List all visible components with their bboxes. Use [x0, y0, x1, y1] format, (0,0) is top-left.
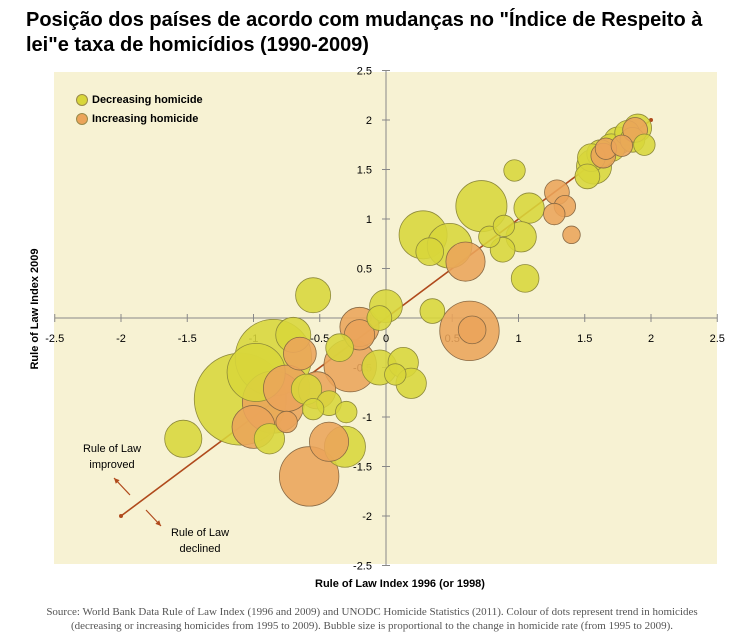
y-tick-label: 2.5	[357, 66, 372, 78]
x-tick-label: 1	[515, 333, 521, 345]
point-decreasing	[335, 400, 358, 424]
point-decreasing	[503, 159, 526, 182]
x-tick-label: -2	[116, 333, 126, 345]
chart-title: Posição dos países de acordo com mudança…	[26, 9, 703, 56]
point-increasing	[457, 315, 487, 345]
legend: Decreasing homicide Increasing homicide	[76, 90, 203, 128]
point-decreasing	[295, 277, 332, 314]
point-decreasing	[492, 214, 516, 238]
point-increasing	[445, 241, 486, 282]
legend-swatch-increasing	[76, 112, 88, 125]
x-tick-label: 0	[383, 333, 389, 345]
point-decreasing	[633, 133, 656, 156]
legend-swatch-decreasing	[76, 93, 88, 106]
annotation-improved: Rule of Law improved	[82, 443, 142, 471]
source-note: Source: World Bank Data Rule of Law Inde…	[46, 606, 698, 632]
improved-arrow-head	[114, 478, 120, 484]
point-decreasing	[419, 298, 446, 324]
point-increasing	[283, 336, 317, 371]
point-decreasing	[384, 363, 407, 386]
declined-arrow-head	[155, 520, 161, 526]
point-decreasing	[301, 397, 325, 421]
x-tick-label: 2.5	[710, 333, 725, 345]
y-axis-label: Rule of Law Index 2009	[29, 248, 41, 370]
scatter-chart: -2.5-2-1.5-1-0.500.511.522.52.521.510.50…	[45, 66, 725, 573]
point-increasing	[543, 202, 566, 226]
point-decreasing	[415, 237, 444, 266]
point-decreasing	[325, 333, 354, 362]
legend-item-increasing: Increasing homicide	[76, 109, 203, 128]
point-decreasing	[366, 305, 393, 331]
x-tick-label: -1.5	[178, 333, 197, 345]
point-decreasing	[164, 419, 203, 458]
point-increasing	[275, 410, 298, 434]
annotation-declined: Rule of Law declined	[170, 527, 230, 555]
legend-item-decreasing: Decreasing homicide	[76, 90, 203, 109]
point-increasing	[562, 225, 581, 245]
y-tick-label: 1.5	[357, 165, 372, 177]
point-decreasing	[513, 192, 545, 224]
point-decreasing	[510, 264, 540, 293]
x-tick-label: -0.5	[310, 333, 329, 345]
point-increasing	[279, 446, 340, 507]
y-tick-label: -1	[362, 412, 372, 424]
y-tick-label: 1	[366, 214, 372, 226]
y-tick-label: 2	[366, 115, 372, 127]
y-tick-label: 0.5	[357, 264, 372, 276]
y-tick-label: -2	[362, 511, 372, 523]
point-increasing	[610, 134, 633, 157]
point-increasing	[309, 421, 350, 462]
trendline-start-dot	[119, 514, 123, 518]
x-tick-label: 1.5	[577, 333, 592, 345]
point-decreasing	[574, 163, 601, 190]
point-decreasing	[253, 423, 285, 455]
y-tick-label: -2.5	[353, 561, 372, 573]
legend-label-increasing: Increasing homicide	[92, 112, 199, 125]
y-tick-label: -1.5	[353, 462, 372, 474]
x-tick-label: 2	[648, 333, 654, 345]
x-tick-label: -2.5	[45, 333, 64, 345]
x-axis-label: Rule of Law Index 1996 (or 1998)	[315, 578, 485, 590]
legend-label-decreasing: Decreasing homicide	[92, 93, 203, 106]
data-points	[164, 113, 656, 507]
